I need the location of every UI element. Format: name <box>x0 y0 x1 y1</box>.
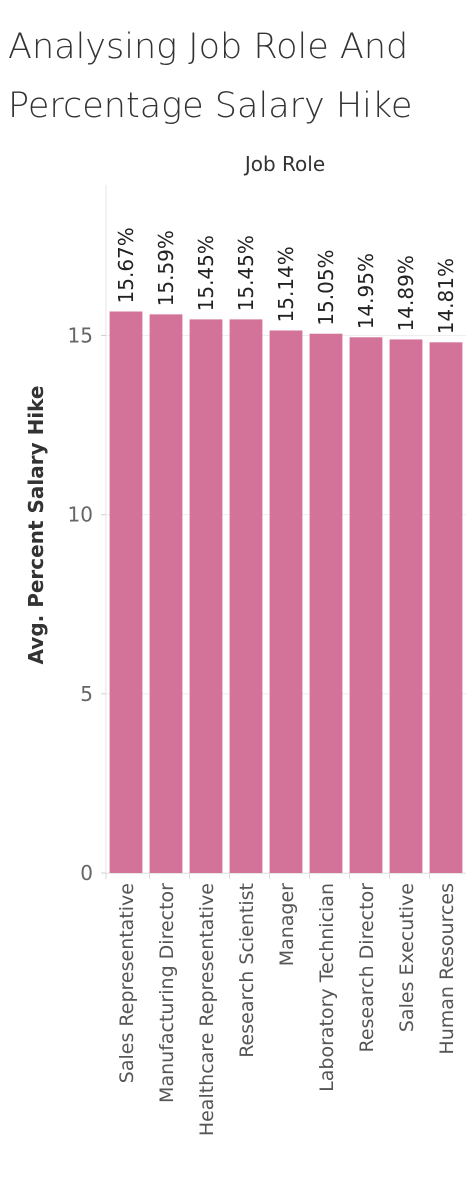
bar-value-label: 15.59% <box>154 230 178 306</box>
bar[interactable] <box>269 330 303 873</box>
category-label: Healthcare Representative <box>196 883 218 1136</box>
y-tick-label: 10 <box>68 503 93 527</box>
category-label: Sales Executive <box>396 883 418 1032</box>
bar[interactable] <box>149 314 183 873</box>
category-label: Manager <box>276 883 298 966</box>
category-label: Research Scientist <box>236 883 258 1058</box>
bar-value-label: 15.14% <box>274 246 298 322</box>
y-tick-label: 5 <box>80 682 93 706</box>
y-axis-title: Avg. Percent Salary Hike <box>24 386 48 665</box>
bar[interactable] <box>349 337 383 874</box>
bar-value-label: 15.67% <box>114 227 138 303</box>
bar-value-label: 15.05% <box>314 249 338 325</box>
category-label: Research Director <box>356 883 378 1053</box>
y-tick-label: 15 <box>68 324 93 348</box>
category-label: Human Resources <box>436 883 458 1055</box>
bar[interactable] <box>229 319 263 873</box>
category-label: Sales Representative <box>116 883 138 1083</box>
bar-value-label: 15.45% <box>194 235 218 311</box>
bar[interactable] <box>189 319 223 873</box>
column-header: Job Role <box>243 152 325 176</box>
bar-value-label: 14.95% <box>354 253 378 329</box>
bar-value-label: 15.45% <box>234 235 258 311</box>
bar[interactable] <box>429 342 463 873</box>
bar-value-label: 14.81% <box>434 258 458 334</box>
bar-value-label: 14.89% <box>394 255 418 331</box>
bar[interactable] <box>109 311 143 873</box>
chart-title: Analysing Job Role And Percentage Salary… <box>8 27 413 126</box>
category-label: Laboratory Technician <box>316 883 338 1092</box>
category-label: Manufacturing Director <box>156 883 178 1103</box>
bar[interactable] <box>309 333 343 873</box>
bar[interactable] <box>389 339 423 874</box>
y-tick-label: 0 <box>80 861 93 885</box>
